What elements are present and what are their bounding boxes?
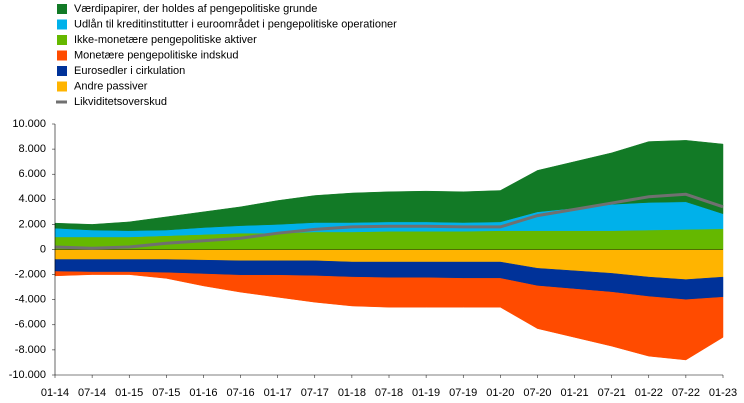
x-tick-label: 01-18: [338, 387, 366, 399]
x-tick-label: 01-14: [41, 387, 69, 399]
legend-swatch: [57, 19, 67, 30]
legend-label: Likviditetsoverskud: [74, 96, 167, 108]
legend-swatch: [57, 81, 67, 92]
legend-label: Eurosedler i cirkulation: [74, 65, 185, 77]
x-tick-label: 07-20: [523, 387, 551, 399]
line: [54, 192, 724, 250]
x-tick-label: 07-14: [78, 387, 106, 399]
legend-label: Monetære pengepolitiske indskud: [74, 49, 239, 61]
y-tick-label: -6.000: [15, 319, 46, 331]
legend-swatch: [57, 35, 67, 45]
y-tick-label: 4.000: [18, 193, 46, 205]
y-tick-label: -10.000: [9, 369, 46, 381]
x-tick-label: 01-19: [412, 387, 440, 399]
area: [54, 271, 724, 361]
legend-label: Ikke-monetære pengepolitiske aktiver: [74, 34, 257, 46]
legend-swatch: [57, 66, 67, 76]
y-tick-label: 0: [40, 243, 46, 255]
areas: [54, 140, 724, 361]
legend-label: Værdipapirer, der holdes af pengepolitis…: [74, 3, 317, 15]
x-tick-label: 07-18: [375, 387, 403, 399]
x-tick-label: 01-21: [560, 387, 588, 399]
y-tick-label: 8.000: [18, 143, 46, 155]
legend-label: Udlån til kreditinstitutter i euroområde…: [74, 18, 397, 30]
legend-label: Andre passiver: [74, 80, 148, 92]
x-tick-label: 07-22: [672, 387, 700, 399]
y-tick-label: -2.000: [15, 269, 46, 281]
x-tick-label: 01-17: [264, 387, 292, 399]
x-tick-label: 01-20: [486, 387, 514, 399]
x-tick-label: 01-22: [635, 387, 663, 399]
x-tick-label: 07-16: [226, 387, 254, 399]
y-tick-label: 6.000: [18, 168, 46, 180]
y-tick-label: -8.000: [15, 344, 46, 356]
x-tick-label: 01-16: [189, 387, 217, 399]
y-tick-label: -4.000: [15, 294, 46, 306]
y-tick-label: 10.000: [12, 118, 46, 130]
y-tick-label: 2.000: [18, 218, 46, 230]
area: [54, 140, 724, 231]
x-tick-label: 01-15: [115, 387, 143, 399]
x-tick-label: 07-17: [301, 387, 329, 399]
legend-swatch: [57, 50, 67, 61]
x-tick-label: 07-19: [449, 387, 477, 399]
x-tick-label: 01-23: [709, 387, 737, 399]
x-tick-label: 07-21: [598, 387, 626, 399]
legend-swatch: [57, 4, 67, 14]
x-tick-label: 07-15: [152, 387, 180, 399]
